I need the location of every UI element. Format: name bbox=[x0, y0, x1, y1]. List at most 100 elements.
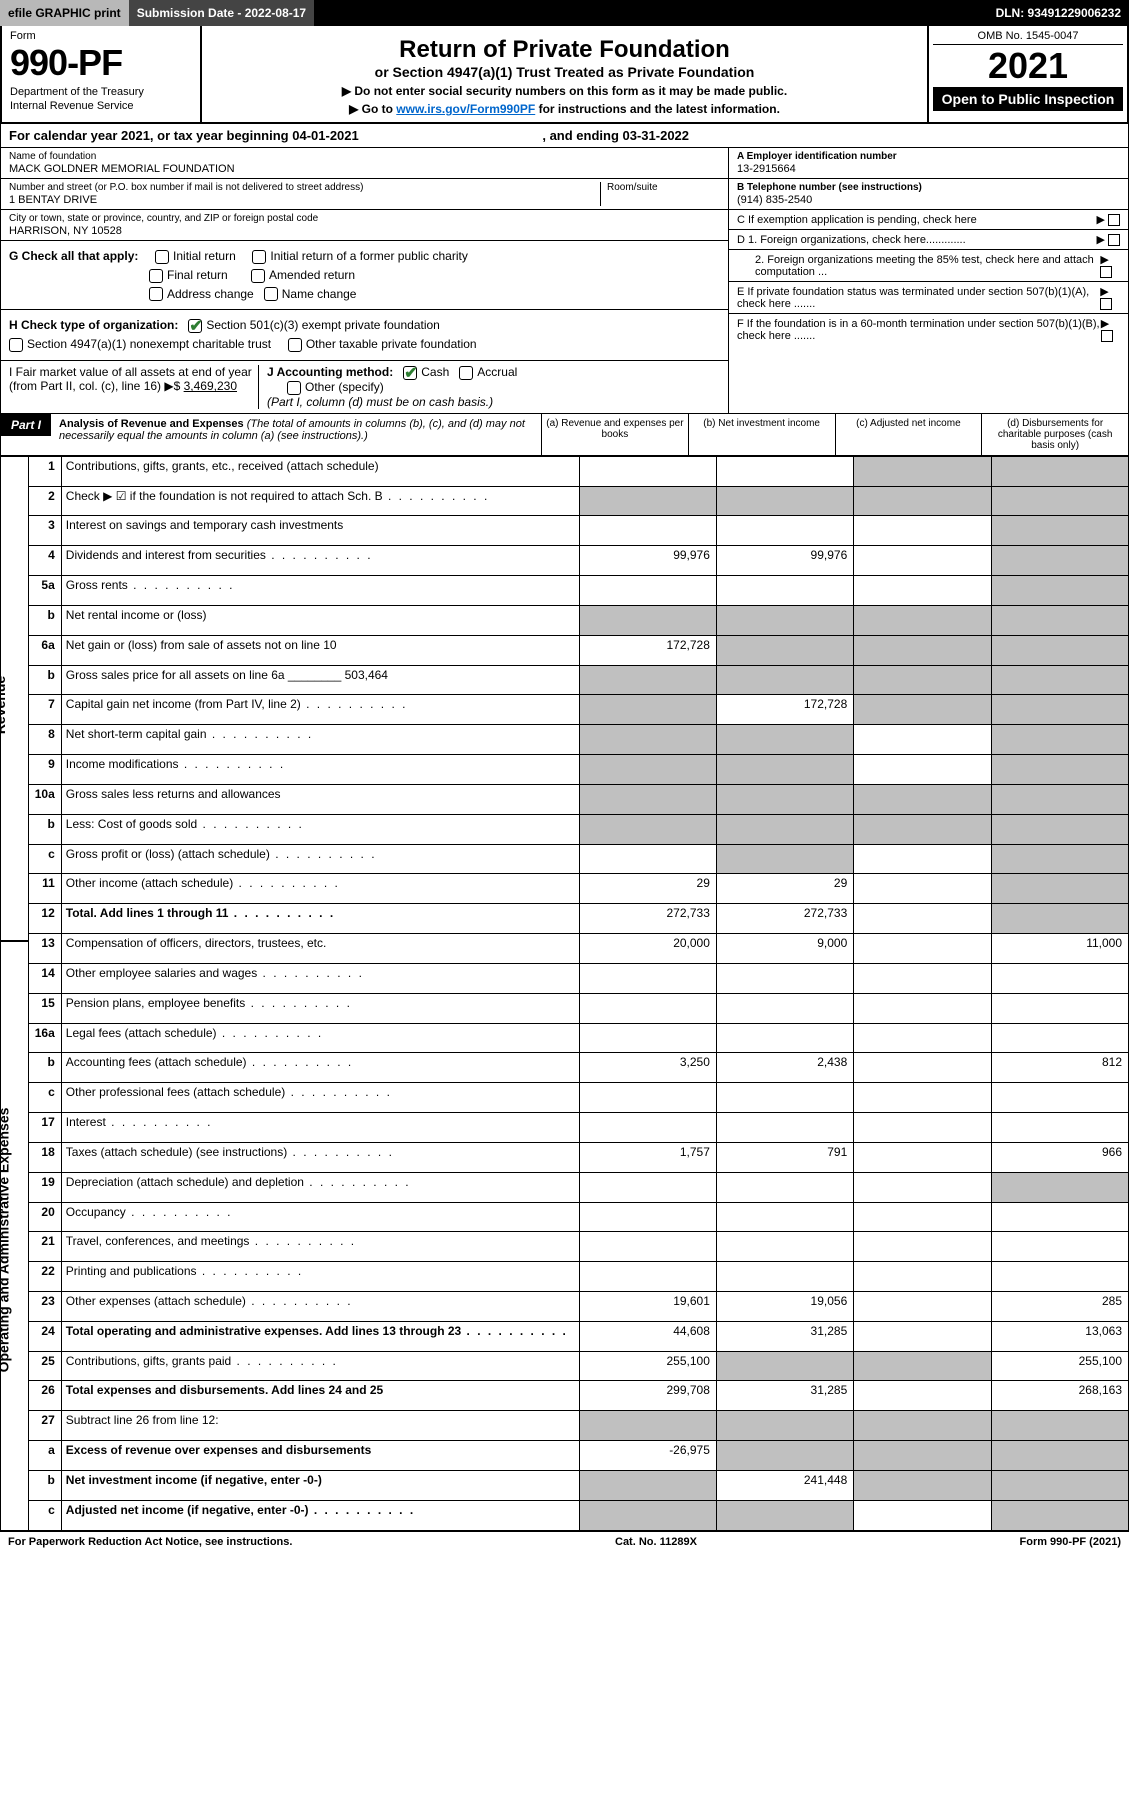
amount-cell bbox=[854, 1053, 991, 1083]
row-number: 25 bbox=[29, 1351, 62, 1381]
amount-cell bbox=[991, 665, 1128, 695]
chk-accrual[interactable] bbox=[459, 366, 473, 380]
chk-address[interactable] bbox=[149, 287, 163, 301]
chk-final[interactable] bbox=[149, 269, 163, 283]
lbl-initial-former: Initial return of a former public charit… bbox=[270, 249, 467, 263]
table-row: 13Compensation of officers, directors, t… bbox=[29, 934, 1129, 964]
amount-cell: 29 bbox=[716, 874, 853, 904]
row-number: a bbox=[29, 1441, 62, 1471]
lbl-accrual: Accrual bbox=[477, 365, 517, 379]
e-label: E If private foundation status was termi… bbox=[737, 286, 1100, 310]
amount-cell bbox=[579, 1411, 716, 1441]
row-number: 19 bbox=[29, 1172, 62, 1202]
amount-cell bbox=[991, 456, 1128, 486]
row-number: b bbox=[29, 1053, 62, 1083]
amount-cell bbox=[991, 1083, 1128, 1113]
chk-d2[interactable] bbox=[1100, 266, 1112, 278]
chk-initial[interactable] bbox=[155, 250, 169, 264]
phone-label: B Telephone number (see instructions) bbox=[737, 182, 1120, 193]
amount-cell bbox=[854, 1441, 991, 1471]
c-label: C If exemption application is pending, c… bbox=[737, 214, 977, 226]
table-row: 19Depreciation (attach schedule) and dep… bbox=[29, 1172, 1129, 1202]
amount-cell bbox=[854, 904, 991, 934]
amount-cell bbox=[991, 1470, 1128, 1500]
amount-cell bbox=[579, 1023, 716, 1053]
table-row: 17Interest bbox=[29, 1113, 1129, 1143]
foundation-name: MACK GOLDNER MEMORIAL FOUNDATION bbox=[9, 163, 720, 175]
efile-badge: efile GRAPHIC print bbox=[0, 0, 129, 26]
chk-501c3[interactable] bbox=[188, 319, 202, 333]
table-row: 4Dividends and interest from securities9… bbox=[29, 546, 1129, 576]
note2-pre: ▶ Go to bbox=[349, 102, 396, 116]
address-label: Number and street (or P.O. box number if… bbox=[9, 182, 600, 193]
chk-e[interactable] bbox=[1100, 298, 1112, 310]
row-description: Adjusted net income (if negative, enter … bbox=[61, 1500, 579, 1530]
amount-cell bbox=[991, 1202, 1128, 1232]
lbl-name-change: Name change bbox=[282, 287, 357, 301]
amount-cell bbox=[991, 844, 1128, 874]
lbl-4947: Section 4947(a)(1) nonexempt charitable … bbox=[27, 337, 271, 351]
irs-link[interactable]: www.irs.gov/Form990PF bbox=[396, 102, 535, 116]
phone-cell: B Telephone number (see instructions) (9… bbox=[729, 179, 1128, 210]
chk-4947[interactable] bbox=[9, 338, 23, 352]
ein-cell: A Employer identification number 13-2915… bbox=[729, 148, 1128, 179]
chk-initial-former[interactable] bbox=[252, 250, 266, 264]
form-number: 990-PF bbox=[10, 42, 192, 84]
row-description: Net gain or (loss) from sale of assets n… bbox=[61, 635, 579, 665]
amount-cell bbox=[991, 546, 1128, 576]
row-number: b bbox=[29, 1470, 62, 1500]
amount-cell bbox=[854, 1381, 991, 1411]
amount-cell bbox=[579, 963, 716, 993]
lbl-initial: Initial return bbox=[173, 249, 236, 263]
amount-cell: 966 bbox=[991, 1142, 1128, 1172]
row-number: c bbox=[29, 1500, 62, 1530]
table-row: 15Pension plans, employee benefits bbox=[29, 993, 1129, 1023]
chk-cash[interactable] bbox=[403, 366, 417, 380]
amount-cell bbox=[716, 456, 853, 486]
amount-cell bbox=[716, 1351, 853, 1381]
amount-cell: 285 bbox=[991, 1291, 1128, 1321]
chk-name-change[interactable] bbox=[264, 287, 278, 301]
h-label: H Check type of organization: bbox=[9, 318, 178, 332]
cal-mid: , and ending bbox=[539, 128, 623, 143]
table-row: 6aNet gain or (loss) from sale of assets… bbox=[29, 635, 1129, 665]
table-row: aExcess of revenue over expenses and dis… bbox=[29, 1441, 1129, 1471]
top-bar: efile GRAPHIC print Submission Date - 20… bbox=[0, 0, 1129, 26]
phone-value: (914) 835-2540 bbox=[737, 194, 1120, 206]
submission-date: Submission Date - 2022-08-17 bbox=[129, 0, 314, 26]
row-description: Net rental income or (loss) bbox=[61, 605, 579, 635]
chk-other-tax[interactable] bbox=[288, 338, 302, 352]
chk-amended[interactable] bbox=[251, 269, 265, 283]
amount-cell bbox=[716, 1441, 853, 1471]
col-c-header: (c) Adjusted net income bbox=[835, 414, 982, 455]
part1-desc: Analysis of Revenue and Expenses (The to… bbox=[51, 414, 541, 446]
chk-other-method[interactable] bbox=[287, 381, 301, 395]
row-description: Gross rents bbox=[61, 576, 579, 606]
amount-cell bbox=[854, 486, 991, 516]
revenue-sidebar: Revenue bbox=[0, 456, 28, 941]
table-row: 21Travel, conferences, and meetings bbox=[29, 1232, 1129, 1262]
foundation-name-label: Name of foundation bbox=[9, 151, 720, 162]
row-description: Legal fees (attach schedule) bbox=[61, 1023, 579, 1053]
amount-cell bbox=[991, 1172, 1128, 1202]
row-number: b bbox=[29, 605, 62, 635]
row-number: 6a bbox=[29, 635, 62, 665]
row-description: Interest bbox=[61, 1113, 579, 1143]
amount-cell bbox=[716, 1411, 853, 1441]
amount-cell bbox=[716, 814, 853, 844]
j-note: (Part I, column (d) must be on cash basi… bbox=[267, 395, 493, 409]
amount-cell bbox=[579, 605, 716, 635]
amount-cell: 19,601 bbox=[579, 1291, 716, 1321]
chk-f[interactable] bbox=[1101, 330, 1113, 342]
form-word: Form bbox=[10, 30, 192, 42]
chk-d1[interactable] bbox=[1108, 234, 1120, 246]
amount-cell bbox=[854, 1023, 991, 1053]
chk-c[interactable] bbox=[1108, 214, 1120, 226]
amount-cell bbox=[991, 755, 1128, 785]
row-number: b bbox=[29, 665, 62, 695]
table-row: 10aGross sales less returns and allowanc… bbox=[29, 784, 1129, 814]
amount-cell bbox=[991, 486, 1128, 516]
amount-cell bbox=[854, 576, 991, 606]
amount-cell bbox=[716, 1202, 853, 1232]
row-description: Travel, conferences, and meetings bbox=[61, 1232, 579, 1262]
